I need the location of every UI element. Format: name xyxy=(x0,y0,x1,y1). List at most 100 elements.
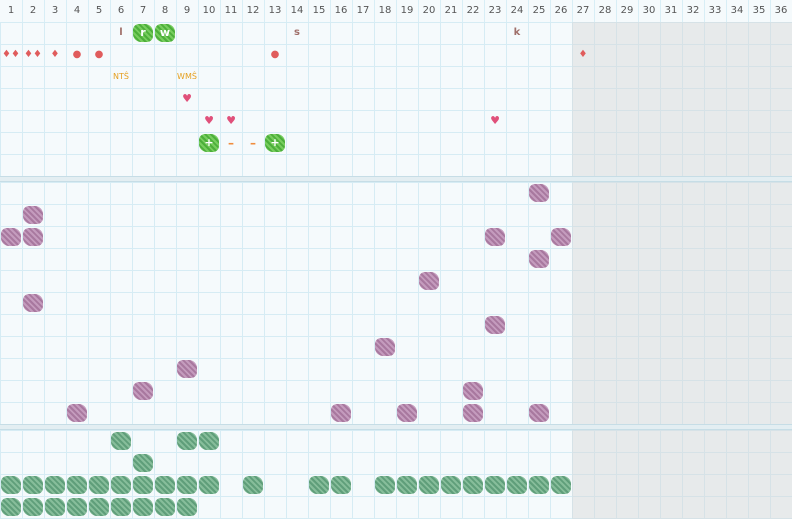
note-cell[interactable] xyxy=(66,402,88,424)
note-cell[interactable] xyxy=(330,402,352,424)
note-cell[interactable] xyxy=(176,430,198,452)
note-cell[interactable] xyxy=(528,474,550,496)
note-block[interactable] xyxy=(155,498,175,516)
note-cell[interactable] xyxy=(132,380,154,402)
note-cell[interactable] xyxy=(418,270,440,292)
note-block[interactable] xyxy=(23,206,43,224)
note-cell[interactable]: ● xyxy=(264,44,286,66)
note-cell[interactable] xyxy=(110,496,132,518)
panel-divider[interactable] xyxy=(0,424,792,430)
note-cell[interactable] xyxy=(462,474,484,496)
note-cell[interactable] xyxy=(132,474,154,496)
note-block[interactable] xyxy=(111,498,131,516)
note-cell[interactable] xyxy=(66,474,88,496)
note-block[interactable] xyxy=(243,476,263,494)
note-cell[interactable] xyxy=(528,402,550,424)
note-block[interactable] xyxy=(199,476,219,494)
note-cell[interactable]: ● xyxy=(88,44,110,66)
note-block[interactable] xyxy=(485,476,505,494)
note-cell[interactable] xyxy=(176,358,198,380)
note-cell[interactable] xyxy=(176,474,198,496)
note-cell[interactable] xyxy=(0,226,22,248)
note-block[interactable] xyxy=(1,228,21,246)
note-cell[interactable] xyxy=(550,474,572,496)
note-block[interactable] xyxy=(419,476,439,494)
note-cell[interactable]: ♦ xyxy=(572,44,594,66)
note-block[interactable] xyxy=(397,404,417,422)
note-cell[interactable]: – xyxy=(220,132,242,154)
note-block[interactable] xyxy=(111,432,131,450)
note-block[interactable] xyxy=(133,498,153,516)
note-cell[interactable] xyxy=(484,226,506,248)
note-cell[interactable]: + xyxy=(198,132,220,154)
note-cell[interactable] xyxy=(176,496,198,518)
note-block[interactable] xyxy=(309,476,329,494)
note-cell[interactable]: – xyxy=(242,132,264,154)
note-cell[interactable]: s xyxy=(286,22,308,44)
note-block[interactable] xyxy=(67,476,87,494)
note-cell[interactable] xyxy=(154,496,176,518)
note-block[interactable] xyxy=(551,228,571,246)
note-cell[interactable] xyxy=(22,474,44,496)
note-cell[interactable] xyxy=(550,226,572,248)
note-block[interactable] xyxy=(89,498,109,516)
note-cell[interactable]: k xyxy=(506,22,528,44)
note-cell[interactable] xyxy=(462,380,484,402)
note-block[interactable] xyxy=(529,250,549,268)
note-block[interactable] xyxy=(463,382,483,400)
note-cell[interactable] xyxy=(132,496,154,518)
note-block[interactable] xyxy=(199,432,219,450)
note-block[interactable] xyxy=(331,476,351,494)
note-cell[interactable] xyxy=(88,496,110,518)
note-block[interactable] xyxy=(111,476,131,494)
note-cell[interactable] xyxy=(0,496,22,518)
panel-divider[interactable] xyxy=(0,176,792,182)
note-block[interactable] xyxy=(551,476,571,494)
note-block[interactable] xyxy=(133,382,153,400)
note-cell[interactable] xyxy=(66,496,88,518)
note-block[interactable] xyxy=(441,476,461,494)
note-cell[interactable]: l xyxy=(110,22,132,44)
note-block[interactable] xyxy=(463,404,483,422)
note-cell[interactable] xyxy=(396,474,418,496)
note-cell[interactable]: ♥ xyxy=(484,110,506,132)
note-block[interactable] xyxy=(133,454,153,472)
note-cell[interactable]: ♦♦ xyxy=(0,44,22,66)
note-block[interactable] xyxy=(67,498,87,516)
note-block[interactable] xyxy=(1,476,21,494)
note-cell[interactable] xyxy=(22,226,44,248)
note-cell[interactable]: + xyxy=(264,132,286,154)
note-block[interactable] xyxy=(529,476,549,494)
note-block[interactable] xyxy=(45,498,65,516)
note-cell[interactable] xyxy=(374,474,396,496)
note-block[interactable] xyxy=(375,476,395,494)
note-cell[interactable]: ♦ xyxy=(44,44,66,66)
note-block[interactable] xyxy=(133,24,153,42)
note-cell[interactable] xyxy=(528,182,550,204)
note-block[interactable] xyxy=(89,476,109,494)
note-cell[interactable] xyxy=(418,474,440,496)
note-cell[interactable]: ♥ xyxy=(176,88,198,110)
note-cell[interactable] xyxy=(22,496,44,518)
note-cell[interactable] xyxy=(462,402,484,424)
note-block[interactable] xyxy=(485,228,505,246)
note-cell[interactable]: ♦♦ xyxy=(22,44,44,66)
note-block[interactable] xyxy=(265,134,285,152)
note-cell[interactable]: WMŜ xyxy=(176,66,198,88)
note-block[interactable] xyxy=(177,360,197,378)
note-block[interactable] xyxy=(419,272,439,290)
note-cell[interactable] xyxy=(440,474,462,496)
note-block[interactable] xyxy=(67,404,87,422)
note-cell[interactable]: ● xyxy=(66,44,88,66)
note-cell[interactable]: ♥ xyxy=(220,110,242,132)
note-block[interactable] xyxy=(375,338,395,356)
note-cell[interactable]: ♥ xyxy=(198,110,220,132)
note-block[interactable] xyxy=(177,498,197,516)
note-cell[interactable]: NTŜ xyxy=(110,66,132,88)
note-block[interactable] xyxy=(177,432,197,450)
note-cell[interactable] xyxy=(308,474,330,496)
note-block[interactable] xyxy=(23,498,43,516)
note-cell[interactable] xyxy=(44,496,66,518)
note-cell[interactable] xyxy=(484,474,506,496)
